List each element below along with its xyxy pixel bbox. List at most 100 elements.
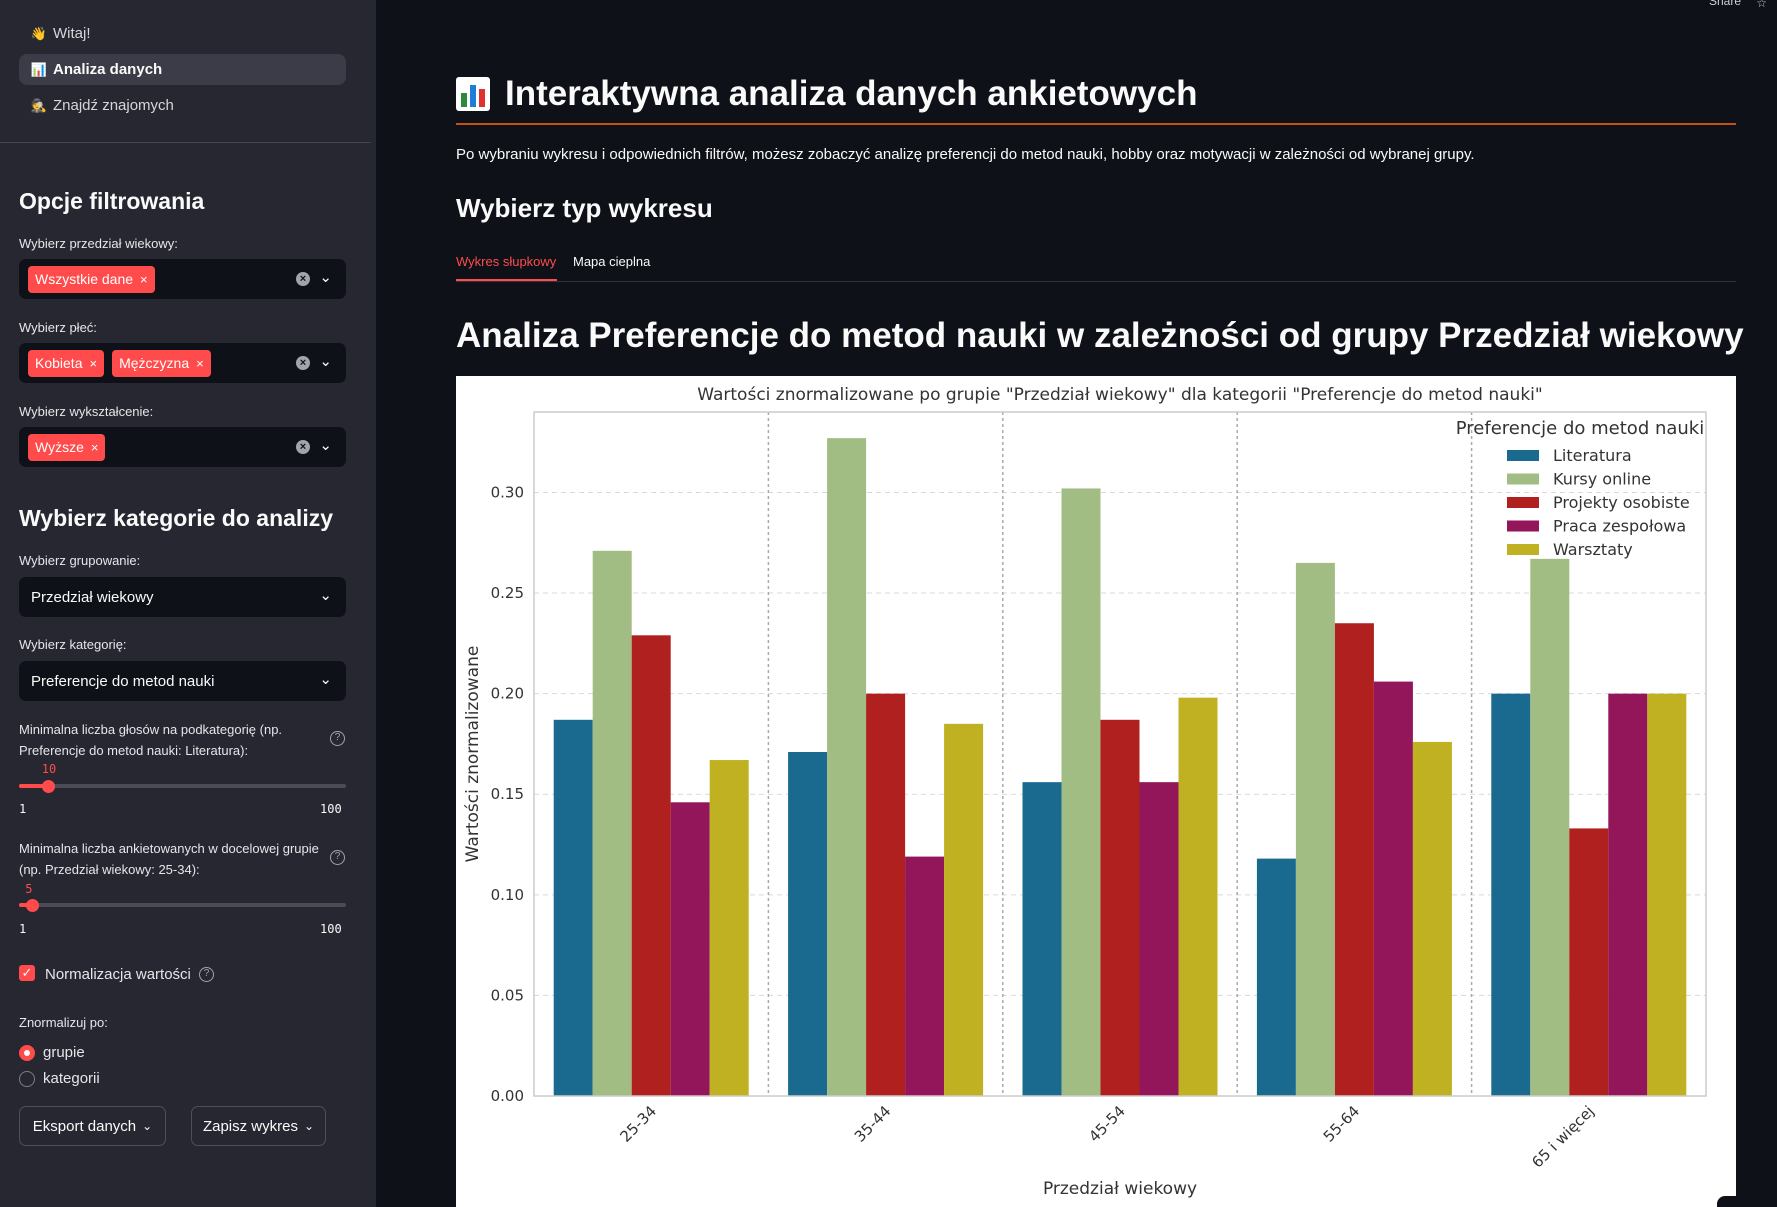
- normalize-checkbox[interactable]: ✓: [19, 965, 35, 981]
- radio-kategorii[interactable]: [19, 1071, 35, 1087]
- tag-higher-education: Wyższe ×: [28, 433, 106, 461]
- legend-entry: Praca zespołowa: [1553, 517, 1686, 536]
- tab-heatmap[interactable]: Mapa cieplna: [573, 254, 651, 269]
- chevron-down-icon[interactable]: ⌄: [319, 353, 332, 370]
- tag-age-all: Wszystkie dane ×: [28, 265, 155, 293]
- min-respondents-label: Minimalna liczba ankietowanych w docelow…: [19, 841, 319, 877]
- bar: [827, 438, 867, 1096]
- y-tick-label: 0.30: [491, 483, 524, 501]
- slider-max: 100: [320, 922, 342, 936]
- remove-tag-icon[interactable]: ×: [89, 355, 98, 371]
- share-button[interactable]: Share: [1708, 0, 1741, 8]
- bar: [788, 751, 828, 1096]
- help-icon[interactable]: ?: [330, 731, 345, 746]
- chevron-down-icon[interactable]: ⌄: [319, 269, 332, 286]
- bar: [905, 856, 945, 1096]
- category-select-label: Wybierz kategorię:: [19, 637, 127, 652]
- help-icon[interactable]: ?: [330, 850, 345, 865]
- export-data-button[interactable]: Eksport danych ⌄: [19, 1106, 166, 1146]
- page-title: Interaktywna analiza danych ankietowych: [456, 74, 1197, 114]
- nav-item-label: Znajdź znajomych: [53, 97, 174, 114]
- bar: [1334, 623, 1374, 1096]
- nav-item-witaj[interactable]: 👋 Witaj!: [19, 18, 346, 49]
- legend-swatch: [1507, 497, 1539, 508]
- bar: [1256, 858, 1296, 1096]
- help-icon[interactable]: ?: [199, 967, 214, 982]
- radio-grupie[interactable]: [19, 1045, 35, 1061]
- normalize-label: Normalizacja wartości: [45, 966, 191, 983]
- slider-min: 1: [19, 802, 27, 816]
- slider-fill: [19, 784, 49, 788]
- min-votes-slider[interactable]: [19, 779, 346, 793]
- slider-min: 1: [19, 922, 27, 936]
- tab-bar-chart[interactable]: Wykres słupkowy: [456, 254, 557, 269]
- x-tick-label: 55-64: [1320, 1102, 1364, 1146]
- bar: [709, 760, 749, 1096]
- bar: [1100, 719, 1140, 1096]
- min-respondents-slider[interactable]: [19, 898, 346, 912]
- bar: [553, 719, 593, 1096]
- nav-divider: [0, 142, 371, 143]
- clear-icon[interactable]: ×: [296, 440, 310, 454]
- radio-label-kategorii: kategorii: [43, 1070, 100, 1087]
- bar: [1569, 828, 1609, 1096]
- bar: [1061, 488, 1101, 1097]
- chevron-down-icon[interactable]: ⌄: [319, 671, 332, 688]
- normalize-by-label: Znormalizuj po:: [19, 1015, 108, 1030]
- x-tick-label: 45-54: [1085, 1102, 1129, 1146]
- y-tick-label: 0.15: [491, 785, 524, 803]
- x-tick-label: 35-44: [851, 1102, 895, 1146]
- bar: [631, 635, 671, 1096]
- y-tick-label: 0.05: [491, 986, 524, 1004]
- legend-entry: Warsztaty: [1553, 540, 1633, 559]
- status-widget: [1717, 1196, 1777, 1207]
- bar: [670, 802, 710, 1096]
- nav-item-analiza-danych[interactable]: 📊 Analiza danych: [19, 54, 346, 85]
- gender-multiselect[interactable]: Kobieta × Mężczyzna × × ⌄: [19, 343, 346, 383]
- bar-chart-icon: 📊: [30, 61, 48, 77]
- chart-type-tabs: Wykres słupkowy Mapa cieplna: [456, 252, 1736, 282]
- education-multiselect[interactable]: Wyższe × × ⌄: [19, 427, 346, 467]
- chevron-down-icon[interactable]: ⌄: [319, 587, 332, 604]
- remove-tag-icon[interactable]: ×: [90, 439, 99, 455]
- bar: [944, 723, 984, 1096]
- legend-swatch: [1507, 450, 1539, 461]
- bar-chart-icon: [456, 77, 490, 111]
- legend-swatch: [1507, 473, 1539, 485]
- age-multiselect[interactable]: Wszystkie dane × × ⌄: [19, 259, 346, 299]
- clear-icon[interactable]: ×: [296, 272, 310, 286]
- slider-fill: [19, 903, 33, 907]
- bar: [1022, 782, 1062, 1096]
- detective-icon: 🕵: [30, 97, 48, 113]
- clear-icon[interactable]: ×: [296, 356, 310, 370]
- slider-thumb[interactable]: [42, 779, 56, 793]
- remove-tag-icon[interactable]: ×: [196, 355, 204, 371]
- grouping-select[interactable]: Przedział wiekowy ⌄: [19, 577, 346, 617]
- category-select[interactable]: Preferencje do metod nauki ⌄: [19, 661, 346, 701]
- star-icon[interactable]: ☆: [1756, 0, 1767, 10]
- plot-frame: [533, 411, 1707, 1097]
- min-votes-value: 10: [41, 762, 57, 776]
- min-respondents-value: 5: [25, 882, 33, 896]
- remove-tag-icon[interactable]: ×: [140, 271, 148, 287]
- chart-type-header: Wybierz typ wykresu: [456, 193, 713, 223]
- bar: [1373, 681, 1413, 1096]
- grouping-label: Wybierz grupowanie:: [19, 553, 141, 568]
- slider-thumb[interactable]: [25, 898, 39, 912]
- category-value: Preferencje do metod nauki: [31, 672, 215, 690]
- y-tick-label: 0.20: [491, 685, 524, 703]
- nav-item-label: Analiza danych: [53, 61, 163, 78]
- nav-item-znajdz-znajomych[interactable]: 🕵 Znajdź znajomych: [19, 90, 346, 121]
- page-navigation: 👋 Witaj! 📊 Analiza danych 🕵 Znajdź znajo…: [19, 18, 346, 126]
- chevron-down-icon[interactable]: ⌄: [319, 437, 332, 454]
- save-chart-button[interactable]: Zapisz wykres ⌄: [191, 1106, 326, 1146]
- main-content: Share ☆ Interaktywna analiza danych anki…: [376, 0, 1777, 1207]
- chevron-down-icon: ⌄: [142, 1119, 153, 1133]
- bar: [1647, 693, 1687, 1096]
- nav-item-label: Witaj!: [53, 25, 91, 42]
- x-tick-label: 65 i więcej: [1528, 1102, 1597, 1171]
- legend-swatch: [1507, 520, 1539, 532]
- title-divider: [456, 123, 1736, 125]
- waving-hand-icon: 👋: [30, 25, 48, 41]
